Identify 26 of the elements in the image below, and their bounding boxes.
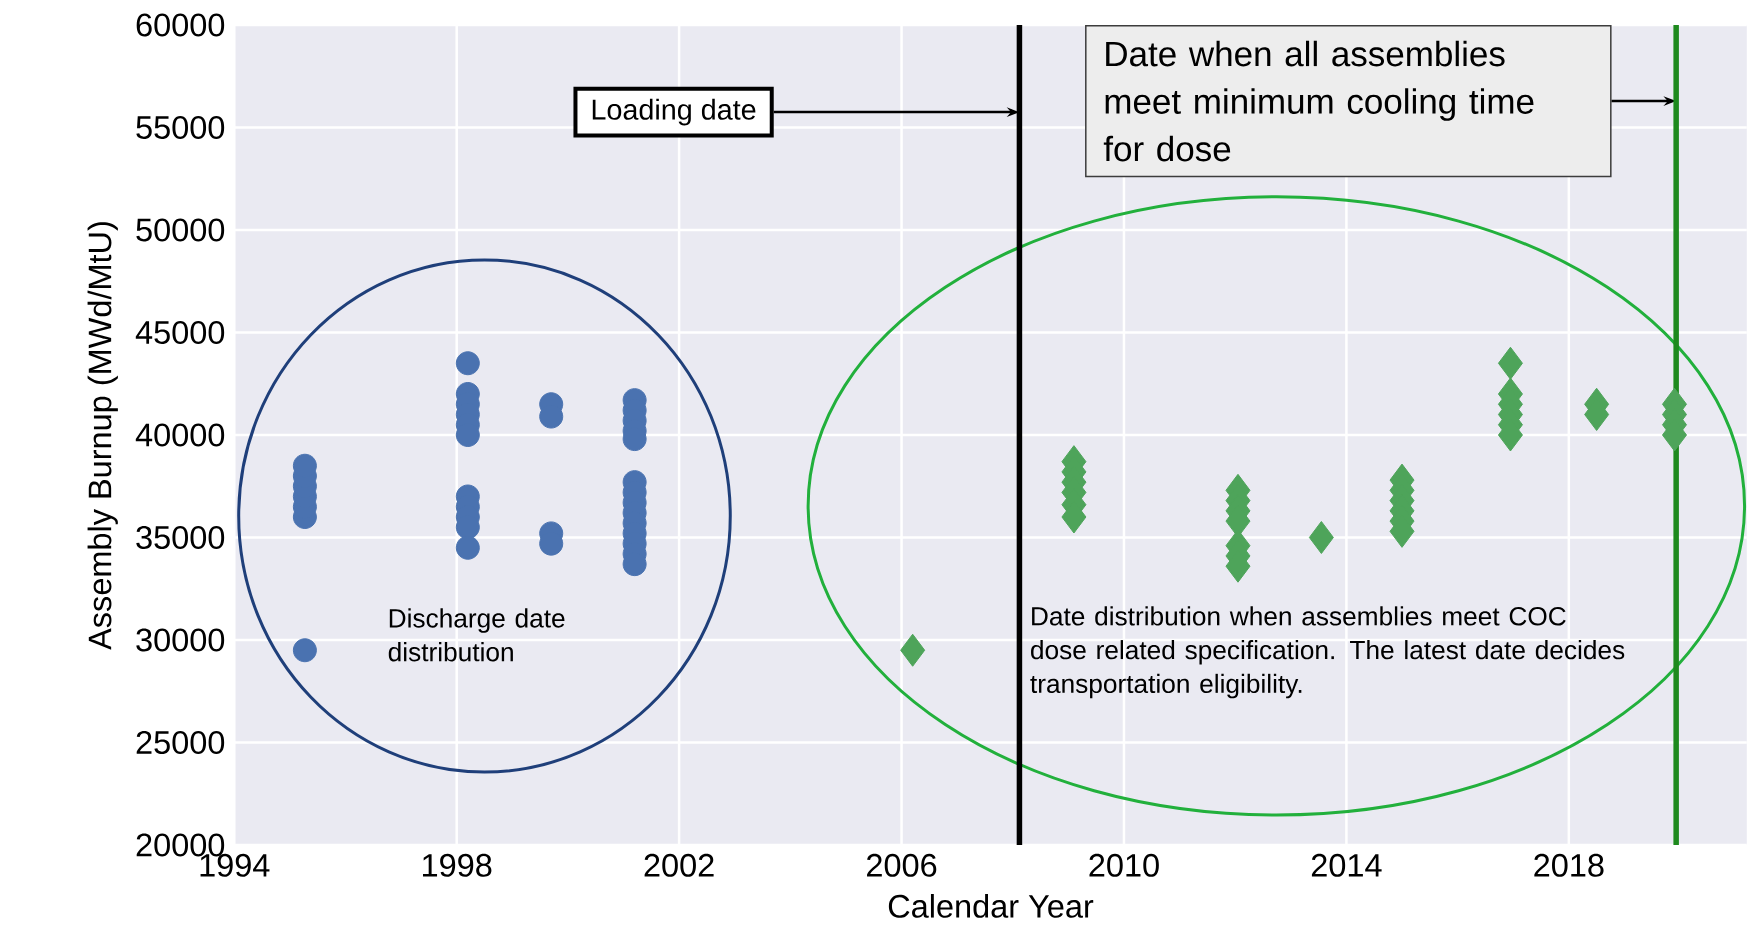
y-tick-label: 35000	[136, 525, 225, 549]
y-axis-title: Assembly Burnup (MWd/MtU)	[87, 222, 118, 650]
point	[455, 535, 480, 560]
annotation: Date when all assemblies meet minimum cooling time for dose	[1103, 40, 1534, 162]
y-tick-label: 60000	[136, 13, 225, 37]
annotation: Discharge date distribution	[388, 608, 565, 662]
annotation: Date distribution when assemblies meet COC dose related specification. The latest date decides transportation eligibility.	[1030, 606, 1625, 699]
point	[1308, 520, 1334, 554]
x-tick-label: 2014	[1311, 853, 1382, 877]
ref-line-label: Loading date	[592, 98, 756, 126]
point	[1497, 346, 1523, 380]
x-tick-label: 2018	[1534, 853, 1604, 877]
y-tick-label: 50000	[136, 218, 225, 242]
x-axis-title: Calendar Year	[888, 893, 1094, 918]
y-tick-label: 55000	[136, 115, 225, 139]
y-tick-label: 40000	[135, 423, 225, 447]
point	[292, 638, 317, 663]
point	[455, 351, 480, 376]
x-tick-label: 2002	[644, 853, 714, 877]
point	[900, 633, 926, 667]
x-tick-label: 1998	[423, 853, 492, 877]
y-tick-label: 30000	[136, 628, 225, 652]
y-tick-label: 25000	[136, 730, 225, 754]
x-tick-label: 2006	[867, 853, 937, 877]
y-tick-label: 45000	[135, 320, 225, 344]
x-tick-label: 2010	[1089, 853, 1159, 877]
